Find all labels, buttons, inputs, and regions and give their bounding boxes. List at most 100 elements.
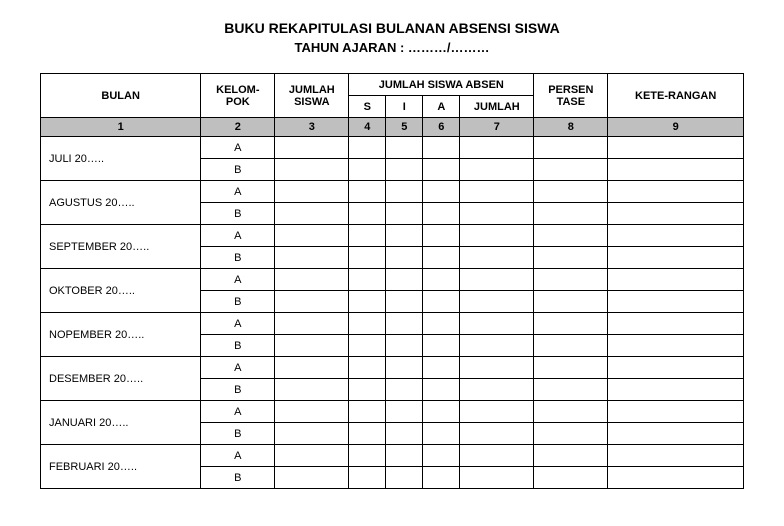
header-row-1: BULAN KELOM-POK JUMLAH SISWA JUMLAH SISW… bbox=[41, 74, 744, 96]
table-row: FEBRUARI 20…..A bbox=[41, 445, 744, 467]
empty-cell bbox=[423, 423, 460, 445]
group-cell: A bbox=[201, 137, 275, 159]
empty-cell bbox=[349, 269, 386, 291]
empty-cell bbox=[534, 137, 608, 159]
empty-cell bbox=[608, 423, 744, 445]
empty-cell bbox=[608, 357, 744, 379]
month-cell: SEPTEMBER 20….. bbox=[41, 225, 201, 269]
group-cell: B bbox=[201, 467, 275, 489]
empty-cell bbox=[275, 379, 349, 401]
empty-cell bbox=[386, 313, 423, 335]
empty-cell bbox=[423, 181, 460, 203]
empty-cell bbox=[423, 203, 460, 225]
header-i: I bbox=[386, 96, 423, 118]
group-cell: A bbox=[201, 357, 275, 379]
empty-cell bbox=[423, 247, 460, 269]
empty-cell bbox=[534, 467, 608, 489]
empty-cell bbox=[460, 247, 534, 269]
empty-cell bbox=[423, 445, 460, 467]
table-body: JULI 20…..ABAGUSTUS 20…..ABSEPTEMBER 20…… bbox=[41, 137, 744, 489]
empty-cell bbox=[386, 269, 423, 291]
empty-cell bbox=[386, 401, 423, 423]
table-row: JULI 20…..A bbox=[41, 137, 744, 159]
month-cell: OKTOBER 20….. bbox=[41, 269, 201, 313]
empty-cell bbox=[386, 357, 423, 379]
group-cell: A bbox=[201, 401, 275, 423]
empty-cell bbox=[349, 203, 386, 225]
empty-cell bbox=[460, 291, 534, 313]
empty-cell bbox=[460, 401, 534, 423]
table-row: SEPTEMBER 20…..A bbox=[41, 225, 744, 247]
colnum-6: 6 bbox=[423, 118, 460, 137]
group-cell: A bbox=[201, 225, 275, 247]
empty-cell bbox=[608, 401, 744, 423]
group-cell: B bbox=[201, 247, 275, 269]
table-row: JANUARI 20…..A bbox=[41, 401, 744, 423]
empty-cell bbox=[275, 357, 349, 379]
empty-cell bbox=[460, 467, 534, 489]
empty-cell bbox=[608, 445, 744, 467]
empty-cell bbox=[275, 269, 349, 291]
empty-cell bbox=[534, 313, 608, 335]
empty-cell bbox=[275, 225, 349, 247]
header-jumlah-siswa: JUMLAH SISWA bbox=[275, 74, 349, 118]
empty-cell bbox=[534, 445, 608, 467]
empty-cell bbox=[349, 423, 386, 445]
empty-cell bbox=[275, 203, 349, 225]
empty-cell bbox=[608, 159, 744, 181]
empty-cell bbox=[460, 203, 534, 225]
empty-cell bbox=[534, 203, 608, 225]
empty-cell bbox=[423, 357, 460, 379]
empty-cell bbox=[534, 401, 608, 423]
empty-cell bbox=[534, 247, 608, 269]
empty-cell bbox=[608, 247, 744, 269]
empty-cell bbox=[386, 335, 423, 357]
empty-cell bbox=[349, 379, 386, 401]
empty-cell bbox=[349, 225, 386, 247]
empty-cell bbox=[275, 181, 349, 203]
empty-cell bbox=[423, 313, 460, 335]
empty-cell bbox=[349, 445, 386, 467]
colnum-8: 8 bbox=[534, 118, 608, 137]
month-cell: FEBRUARI 20….. bbox=[41, 445, 201, 489]
empty-cell bbox=[460, 137, 534, 159]
empty-cell bbox=[349, 357, 386, 379]
group-cell: B bbox=[201, 291, 275, 313]
header-s: S bbox=[349, 96, 386, 118]
empty-cell bbox=[460, 335, 534, 357]
empty-cell bbox=[608, 203, 744, 225]
empty-cell bbox=[275, 335, 349, 357]
empty-cell bbox=[534, 423, 608, 445]
colnum-4: 4 bbox=[349, 118, 386, 137]
empty-cell bbox=[423, 401, 460, 423]
empty-cell bbox=[349, 313, 386, 335]
empty-cell bbox=[460, 379, 534, 401]
empty-cell bbox=[534, 159, 608, 181]
empty-cell bbox=[423, 379, 460, 401]
header-jumlah: JUMLAH bbox=[460, 96, 534, 118]
empty-cell bbox=[534, 357, 608, 379]
table-row: DESEMBER 20…..A bbox=[41, 357, 744, 379]
colnum-9: 9 bbox=[608, 118, 744, 137]
group-cell: A bbox=[201, 269, 275, 291]
empty-cell bbox=[349, 181, 386, 203]
table-row: AGUSTUS 20…..A bbox=[41, 181, 744, 203]
empty-cell bbox=[460, 181, 534, 203]
month-cell: AGUSTUS 20….. bbox=[41, 181, 201, 225]
header-jumlah-absen: JUMLAH SISWA ABSEN bbox=[349, 74, 534, 96]
empty-cell bbox=[608, 137, 744, 159]
empty-cell bbox=[386, 225, 423, 247]
header-keterangan: KETE-RANGAN bbox=[608, 74, 744, 118]
group-cell: B bbox=[201, 159, 275, 181]
empty-cell bbox=[534, 269, 608, 291]
empty-cell bbox=[608, 225, 744, 247]
empty-cell bbox=[275, 291, 349, 313]
colnum-5: 5 bbox=[386, 118, 423, 137]
empty-cell bbox=[349, 137, 386, 159]
group-cell: A bbox=[201, 313, 275, 335]
empty-cell bbox=[423, 467, 460, 489]
empty-cell bbox=[608, 291, 744, 313]
group-cell: B bbox=[201, 379, 275, 401]
empty-cell bbox=[349, 159, 386, 181]
empty-cell bbox=[423, 335, 460, 357]
